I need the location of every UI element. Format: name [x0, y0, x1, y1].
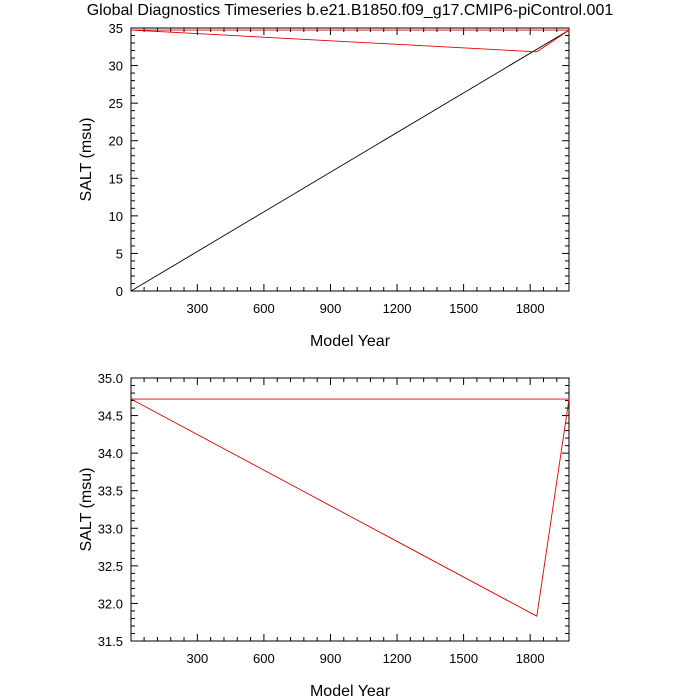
- y-tick-label: 33.5: [98, 484, 123, 499]
- x-tick-label: 300: [186, 651, 208, 666]
- y-tick-label: 0: [116, 284, 123, 299]
- chart-title: Global Diagnostics Timeseries b.e21.B185…: [86, 2, 614, 19]
- x-tick-label: 1800: [516, 651, 545, 666]
- y-tick-label: 32.5: [98, 559, 123, 574]
- x-axis-label: Model Year: [310, 333, 391, 350]
- chart-panel-1: 300 600 900 1200 1500 1800 0 5 10 15 20 25 30 35 Model…: [78, 21, 570, 350]
- series-line-red: [130, 398, 570, 617]
- x-axis-label: Model Year: [310, 683, 391, 700]
- x-tick-label: 600: [253, 301, 275, 316]
- x-tick-label: 1200: [383, 301, 412, 316]
- series-line-black: [130, 29, 570, 292]
- y-tick-label: 34.0: [98, 446, 123, 461]
- x-tick-label: 600: [253, 651, 275, 666]
- y-axis-label: SALT (msu): [78, 468, 95, 552]
- x-tick-label: 1200: [383, 651, 412, 666]
- x-tick-label: 1800: [516, 301, 545, 316]
- chart-panel-2: 300 600 900 1200 1500 1800 31.5 32.0 32.5 33.0 33.…: [78, 371, 570, 700]
- y-tick-label: 30: [109, 59, 123, 74]
- y-tick-label: 10: [109, 209, 123, 224]
- plot-frame: [130, 377, 570, 642]
- x-tick-label: 1500: [449, 651, 478, 666]
- x-tick-label: 300: [186, 301, 208, 316]
- y-tick-label: 31.5: [98, 634, 123, 649]
- y-axis-label: SALT (msu): [78, 118, 95, 202]
- y-tick-label: 15: [109, 171, 123, 186]
- plot-frame: [130, 27, 570, 292]
- series-line-red: [130, 29, 570, 53]
- y-tick-label: 25: [109, 96, 123, 111]
- x-tick-label: 900: [320, 651, 342, 666]
- y-tick-label: 5: [116, 246, 123, 261]
- y-tick-label: 33.0: [98, 521, 123, 536]
- x-tick-label: 1500: [449, 301, 478, 316]
- y-tick-label: 35: [109, 21, 123, 36]
- x-tick-label: 900: [320, 301, 342, 316]
- y-tick-label: 35.0: [98, 371, 123, 386]
- y-tick-label: 32.0: [98, 596, 123, 611]
- y-tick-label: 20: [109, 134, 123, 149]
- y-tick-label: 34.5: [98, 409, 123, 424]
